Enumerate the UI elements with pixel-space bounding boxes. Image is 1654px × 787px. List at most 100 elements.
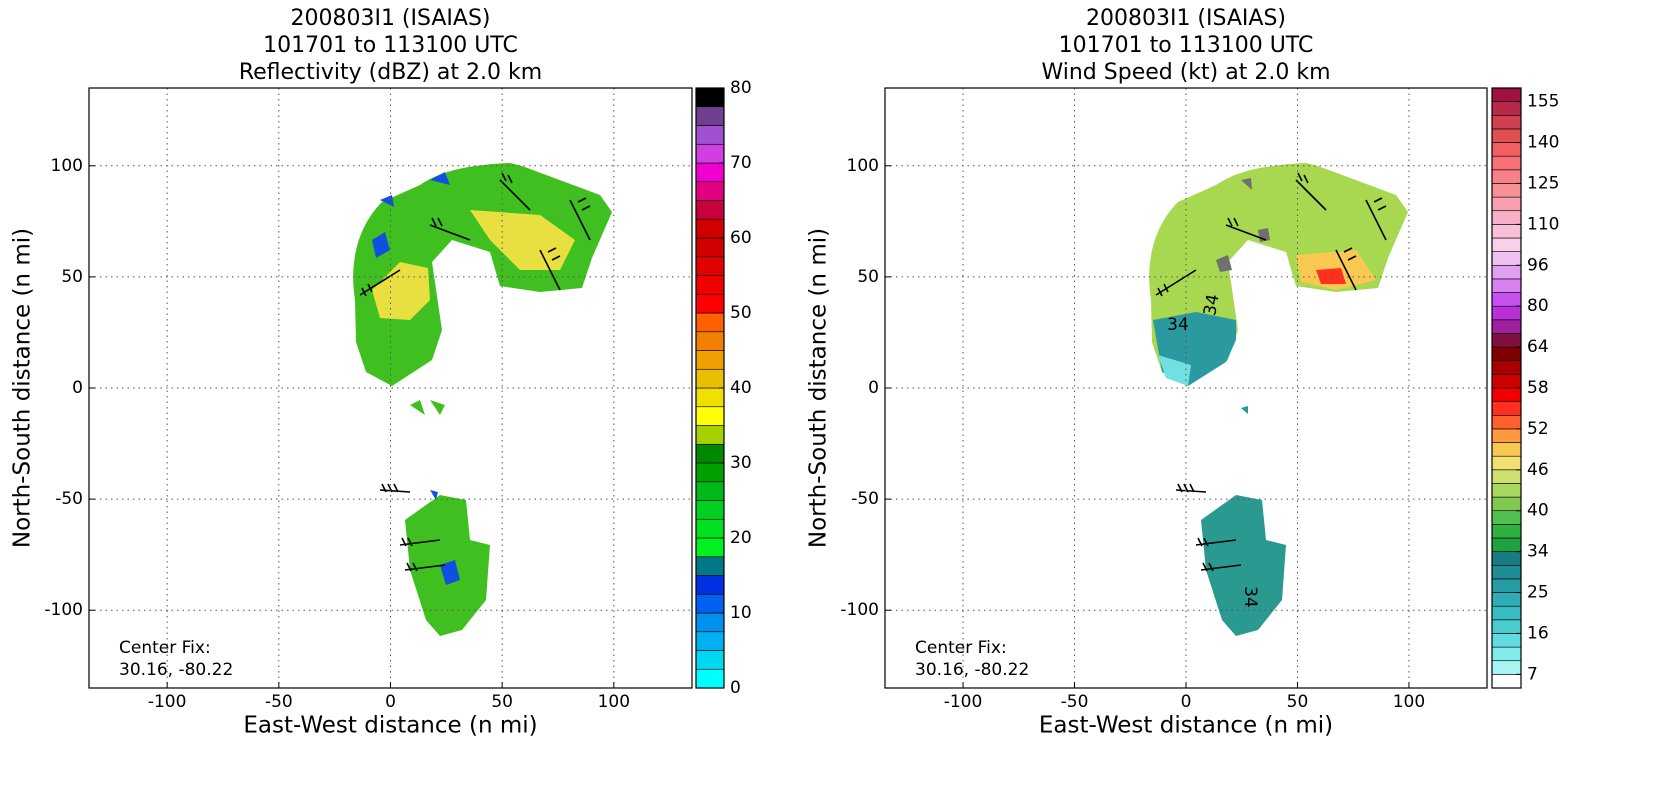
- colorbar-box: [695, 481, 725, 501]
- wind-barb: [1155, 269, 1197, 297]
- colorbar-tick-label: 46: [1527, 460, 1549, 480]
- y-tick-label: -50: [55, 489, 83, 509]
- wind-barb: [539, 247, 561, 291]
- x-tick-label: 100: [598, 692, 630, 712]
- colorbar-box: [1491, 360, 1522, 375]
- wind-barb: [1335, 247, 1357, 291]
- colorbar-box: [1491, 319, 1522, 334]
- colorbar-box: [695, 612, 725, 633]
- colorbar-box: [1491, 264, 1522, 280]
- wind-barb: [499, 172, 531, 211]
- colorbar-box: [1491, 428, 1522, 443]
- colorbar-box: [1491, 183, 1522, 198]
- annotation: 30.16, -80.22: [119, 660, 233, 680]
- colorbar-tick-label: 58: [1527, 378, 1549, 398]
- colorbar-box: [695, 443, 725, 464]
- colorbar-box: [1491, 442, 1522, 457]
- echo-region: [430, 490, 460, 585]
- colorbar-box: [1491, 155, 1522, 171]
- colorbar-box: [1491, 674, 1522, 689]
- colorbar-box: [695, 387, 725, 408]
- colorbar-box: [695, 406, 725, 426]
- contour-label: 34: [1200, 293, 1223, 318]
- colorbar-box: [1491, 578, 1522, 593]
- y-axis-label: North-South distance (n mi): [10, 228, 36, 548]
- wind-barb: [1225, 217, 1267, 241]
- colorbar-box: [1491, 551, 1522, 566]
- echo-region: [1216, 178, 1270, 272]
- colorbar-box: [695, 87, 725, 108]
- colorbar-box: [695, 331, 725, 351]
- colorbar-tick-label: 70: [730, 153, 752, 173]
- colorbar-box: [1491, 305, 1522, 321]
- echo-regions: [1149, 163, 1408, 636]
- colorbar-tick-label: 16: [1527, 623, 1549, 643]
- y-axis-label: North-South distance (n mi): [806, 228, 832, 548]
- plot-frame: [88, 87, 693, 689]
- plot-frame: [884, 87, 1488, 689]
- colorbar-box: [695, 125, 725, 145]
- colorbar-tick-label: 155: [1527, 92, 1559, 112]
- echo-region: [405, 400, 490, 636]
- echo-region: [372, 210, 575, 320]
- colorbar-box: [695, 575, 725, 595]
- colorbar-box: [1491, 537, 1522, 552]
- colorbar-tick-label: 125: [1527, 173, 1559, 193]
- colorbar-tick-label: 10: [730, 603, 752, 623]
- echo-region: [372, 172, 450, 258]
- chart-title: 200803I1 (ISAIAS): [1086, 6, 1286, 31]
- colorbar-box: [695, 593, 725, 614]
- chart-title: 200803I1 (ISAIAS): [290, 6, 490, 31]
- x-axis-label: East-West distance (n mi): [243, 713, 537, 739]
- colorbar-box: [1491, 114, 1522, 130]
- y-tick-label: -50: [851, 489, 879, 509]
- colorbar-box: [1491, 224, 1522, 239]
- colorbar-box: [1491, 564, 1522, 580]
- colorbar-tick-label: 80: [730, 78, 752, 98]
- colorbar-box: [1491, 660, 1522, 675]
- colorbar-box: [1491, 524, 1522, 539]
- wind-barb: [1200, 562, 1242, 572]
- annotation: Center Fix:: [915, 638, 1007, 658]
- wind-barb: [1295, 172, 1327, 211]
- x-tick-label: 0: [1181, 692, 1192, 712]
- colorbar-box: [1491, 469, 1522, 484]
- colorbar-box: [695, 293, 725, 314]
- colorbar-box: [695, 312, 725, 333]
- colorbar-box: [695, 162, 725, 183]
- colorbar-box: [695, 631, 725, 651]
- colorbar-tick-label: 20: [730, 528, 752, 548]
- colorbar-tick-label: 25: [1527, 583, 1549, 603]
- colorbar-box: [1491, 619, 1522, 634]
- colorbar-tick-label: 64: [1527, 337, 1549, 357]
- colorbar-tick-label: 60: [730, 228, 752, 248]
- x-tick-label: -100: [944, 692, 983, 712]
- colorbar-box: [1491, 196, 1522, 212]
- colorbar-tick-label: 0: [730, 678, 741, 698]
- colorbar-box: [695, 462, 725, 483]
- colorbar-box: [1491, 483, 1522, 498]
- colorbar-box: [695, 143, 725, 164]
- echo-region: [1158, 355, 1191, 386]
- chart-title: Reflectivity (dBZ) at 2.0 km: [239, 60, 542, 85]
- echo-regions: [353, 163, 612, 636]
- colorbar-box: [1491, 455, 1522, 471]
- colorbar-box: [1491, 374, 1522, 389]
- colorbar-box: [1491, 401, 1522, 416]
- colorbar-tick-label: 80: [1527, 296, 1549, 316]
- wind-barb: [404, 562, 446, 572]
- colorbar-box: [695, 650, 725, 670]
- colorbar-box: [695, 518, 725, 539]
- wind-barb: [379, 483, 411, 493]
- wind-barb: [429, 217, 471, 241]
- colorbar-box: [1491, 142, 1522, 157]
- colorbar-box: [1491, 278, 1522, 293]
- echo-region: [1201, 406, 1286, 636]
- colorbar-box: [695, 500, 725, 520]
- colorbar-tick-label: 50: [730, 303, 752, 323]
- x-tick-label: 50: [491, 692, 513, 712]
- colorbar-tick-label: 110: [1527, 214, 1559, 234]
- colorbar-box: [1491, 210, 1522, 225]
- colorbar-box: [1491, 510, 1522, 525]
- colorbar-box: [1491, 605, 1522, 621]
